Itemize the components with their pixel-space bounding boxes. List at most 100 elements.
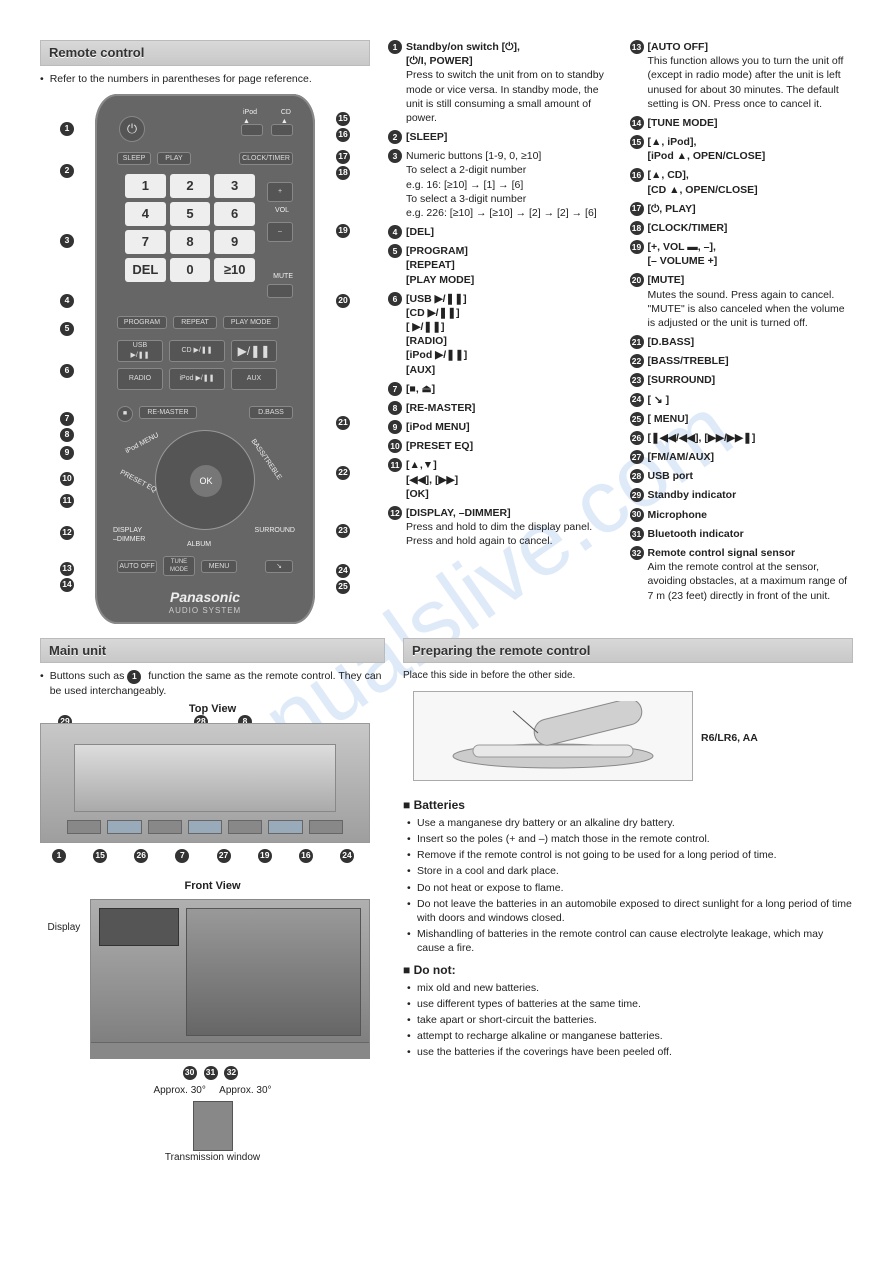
legend-body-28: USB port: [648, 469, 854, 483]
legend-item-15: 15[▲, iPod], [iPod ▲, OPEN/CLOSE]: [630, 135, 854, 163]
tunemode-button: TUNE MODE: [163, 556, 195, 576]
callout-25: 25: [336, 580, 350, 594]
nav-pad: OK iPod MENU PRESET EQ BASS/TREBLE: [155, 430, 255, 530]
legend-title-17: [⏻, PLAY]: [648, 203, 696, 215]
remote-control-section: Remote control • Refer to the numbers in…: [40, 40, 370, 624]
callout-9: 9: [60, 446, 74, 460]
legend-body-10: [PRESET EQ]: [406, 439, 612, 453]
legend-number-3: 3: [388, 149, 402, 163]
callout-1: 1: [60, 122, 74, 136]
legend-body-4: [DEL]: [406, 225, 612, 239]
legend-desc-3: Numeric buttons [1-9, 0, ≥10] To select …: [406, 149, 612, 220]
legend-title-7: [■, ⏏]: [406, 383, 435, 395]
callout-21: 21: [336, 416, 350, 430]
legend-body-23: [SURROUND]: [648, 373, 854, 387]
callout-22: 22: [336, 466, 350, 480]
legend-title-5: [PROGRAM] [REPEAT] [PLAY MODE]: [406, 245, 474, 285]
return-button: ↘: [265, 560, 293, 573]
legend-title-16: [▲, CD], [CD ▲, OPEN/CLOSE]: [648, 169, 758, 195]
donot-heading: Do not:: [403, 962, 853, 978]
legend-number-11: 11: [388, 458, 402, 472]
callout-12: 12: [60, 526, 74, 540]
callout-13: 13: [60, 562, 74, 576]
legend-title-22: [BASS/TREBLE]: [648, 355, 729, 367]
approx-left: Approx. 30°: [153, 1085, 205, 1096]
legend-item-13: 13[AUTO OFF]This function allows you to …: [630, 40, 854, 111]
legend-number-16: 16: [630, 168, 644, 182]
callout-24: 24: [336, 564, 350, 578]
donot-list-item-3: attempt to recharge alkaline or manganes…: [407, 1029, 853, 1043]
donot-list-item-2: take apart or short-circuit the batterie…: [407, 1013, 853, 1027]
legend-item-10: 10[PRESET EQ]: [388, 439, 612, 453]
legend-body-3: Numeric buttons [1-9, 0, ≥10] To select …: [406, 149, 612, 220]
legend-title-11: [▲,▼] [◀◀], [▶▶] [OK]: [406, 459, 458, 499]
legend-number-27: 27: [630, 450, 644, 464]
legend-number-9: 9: [388, 420, 402, 434]
legend-item-6: 6[USB ▶/❚❚] [CD ▶/❚❚] [ ▶/❚❚] [RADIO] [i…: [388, 292, 612, 377]
mute-label: MUTE: [273, 272, 293, 281]
transmission-label: Transmission window: [48, 1151, 378, 1165]
legend-body-12: [DISPLAY, –DIMMER]Press and hold to dim …: [406, 506, 612, 549]
vol-minus-button: –: [267, 222, 293, 242]
legend-number-31: 31: [630, 527, 644, 541]
legend-body-1: Standby/on switch [⏻], [⏻/I, POWER]Press…: [406, 40, 612, 125]
section-main-unit: Main unit: [40, 638, 385, 664]
legend-number-20: 20: [630, 273, 644, 287]
legend-body-24: [ ↘ ]: [648, 393, 854, 407]
legend-desc-32: Aim the remote control at the sensor, av…: [648, 560, 854, 603]
callout-2: 2: [60, 164, 74, 178]
legend-desc-12: Press and hold to dim the display panel.…: [406, 520, 612, 548]
legend-title-30: Microphone: [648, 509, 708, 521]
callout-10: 10: [60, 472, 74, 486]
callout-tl-3: 7: [175, 849, 189, 863]
prep-note: Place this side in before the other side…: [403, 669, 853, 683]
batt-list-item-3: Store in a cool and dark place.: [407, 864, 853, 878]
batt-list-item-6: Mishandling of batteries in the remote c…: [407, 927, 853, 955]
donot-list-item-0: mix old and new batteries.: [407, 981, 853, 995]
legend-item-1: 1Standby/on switch [⏻], [⏻/I, POWER]Pres…: [388, 40, 612, 125]
intro-a: Buttons such as: [50, 670, 125, 682]
mini-remote-icon: [193, 1101, 233, 1151]
legend-title-21: [D.BASS]: [648, 336, 695, 348]
legend-title-10: [PRESET EQ]: [406, 440, 473, 452]
legend-item-9: 9 [iPod MENU]: [388, 420, 612, 434]
callout-tl-5: 19: [258, 849, 272, 863]
preseteq-label: PRESET EQ: [118, 468, 158, 495]
legend-number-18: 18: [630, 221, 644, 235]
radio-button: RADIO: [117, 368, 163, 390]
legend-number-30: 30: [630, 508, 644, 522]
batt-list-item-0: Use a manganese dry battery or an alkali…: [407, 816, 853, 830]
legend-body-19: [+, VOL ▬, –], [– VOLUME +]: [648, 240, 854, 268]
legend-body-6: [USB ▶/❚❚] [CD ▶/❚❚] [ ▶/❚❚] [RADIO] [iP…: [406, 292, 612, 377]
callout-tl-6: 16: [299, 849, 313, 863]
legend-body-9: [iPod MENU]: [406, 420, 612, 434]
legend-number-7: 7: [388, 382, 402, 396]
donot-list-item-1: use different types of batteries at the …: [407, 997, 853, 1011]
legend-number-24: 24: [630, 393, 644, 407]
key-4: 4: [125, 202, 166, 226]
key-3: 3: [214, 174, 255, 198]
legend-title-32: Remote control signal sensor: [648, 547, 796, 559]
callout-15: 15: [336, 112, 350, 126]
ipod-button: iPod ▶/❚❚: [169, 368, 225, 390]
batt-list-item-1: Insert so the poles (+ and –) match thos…: [407, 832, 853, 846]
legend-item-26: 26[❚◀◀/◀◀], [▶▶/▶▶❚]: [630, 431, 854, 445]
front-view-label: Front View: [40, 879, 385, 894]
legend-column-2: 13[AUTO OFF]This function allows you to …: [630, 40, 854, 624]
legend-body-7: [■, ⏏]: [406, 382, 612, 396]
legend-title-1: Standby/on switch [⏻], [⏻/I, POWER]: [406, 41, 520, 67]
top-view-label: Top View: [40, 702, 385, 717]
display-callout-label: Display: [48, 921, 81, 935]
legend-item-30: 30 Microphone: [630, 508, 854, 522]
key-1: 1: [125, 174, 166, 198]
aux-button: AUX: [231, 368, 277, 390]
legend-title-29: Standby indicator: [648, 489, 737, 501]
surround-label: SURROUND: [255, 526, 295, 535]
autooff-button: AUTO OFF: [117, 560, 157, 573]
legend-number-25: 25: [630, 412, 644, 426]
power-button: ⏻: [119, 116, 145, 142]
legend-body-32: Remote control signal sensorAim the remo…: [648, 546, 854, 603]
menu-button: MENU: [201, 560, 237, 573]
legend-number-13: 13: [630, 40, 644, 54]
legend-body-21: [D.BASS]: [648, 335, 854, 349]
